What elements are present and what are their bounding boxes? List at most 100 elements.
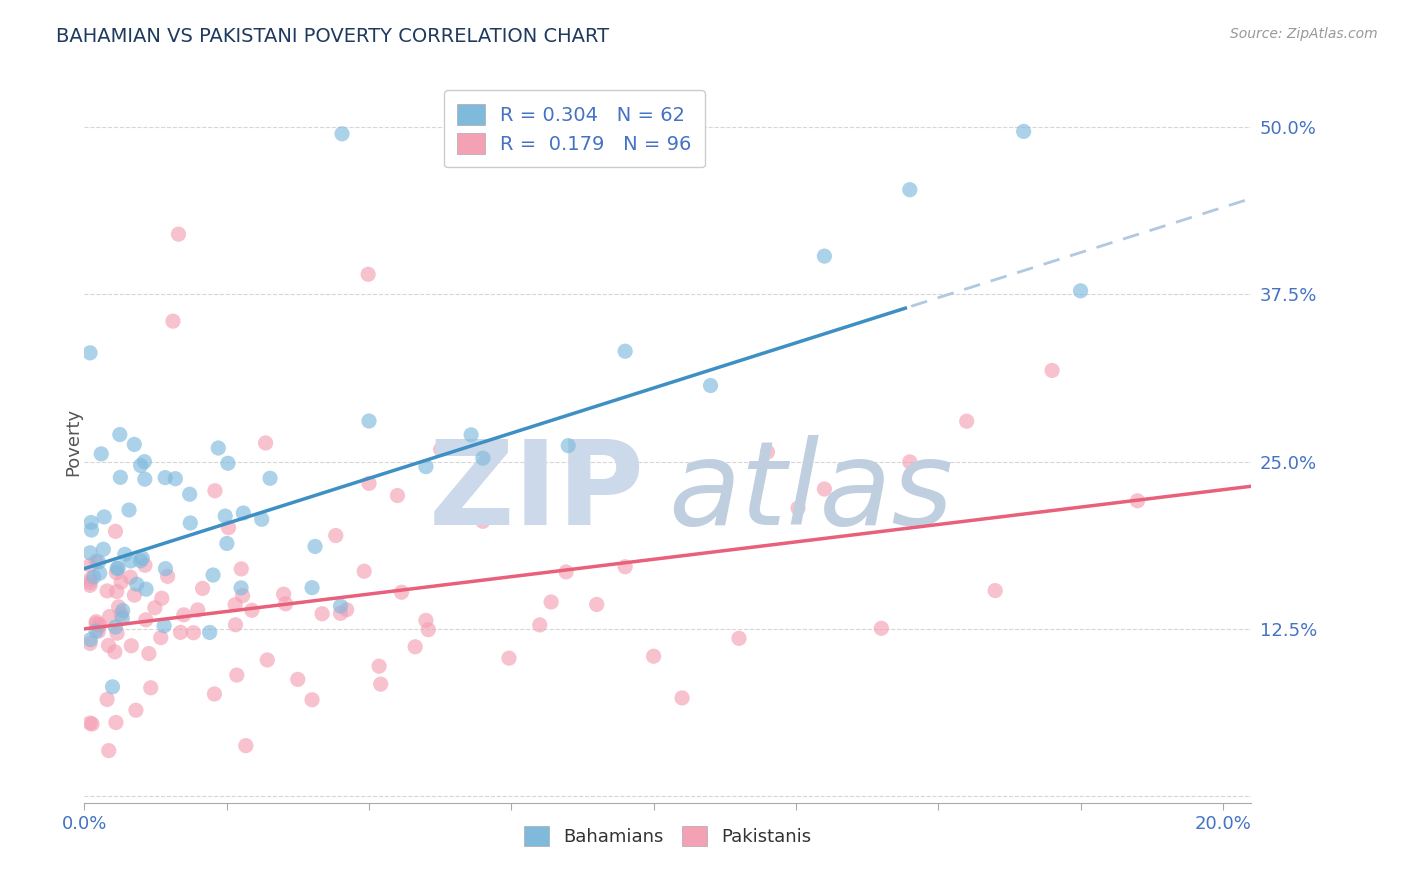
Point [187, 603, 209, 617]
Point [304, 540, 326, 554]
Point [240, 603, 263, 617]
Point [125, 703, 148, 717]
Legend: Bahamians, Pakistanis: Bahamians, Pakistanis [515, 817, 821, 855]
Point [79, 546, 101, 560]
Point [224, 617, 246, 632]
Point [90, 447, 112, 461]
Point [215, 536, 238, 550]
Point [110, 607, 132, 621]
Point [1070, 284, 1092, 298]
Point [111, 611, 134, 625]
Point [165, 472, 187, 486]
Point [79, 558, 101, 573]
Point [387, 489, 409, 503]
Point [259, 471, 281, 485]
Point [336, 603, 359, 617]
Point [143, 600, 166, 615]
Point [404, 640, 426, 654]
Point [79, 632, 101, 647]
Point [287, 673, 309, 687]
Point [104, 524, 127, 539]
Point [98, 609, 121, 624]
Point [111, 603, 134, 617]
Point [357, 268, 380, 282]
Text: BAHAMIAN VS PAKISTANI POVERTY CORRELATION CHART: BAHAMIAN VS PAKISTANI POVERTY CORRELATIO… [56, 27, 609, 45]
Point [557, 439, 579, 453]
Point [139, 681, 162, 695]
Point [118, 503, 141, 517]
Point [167, 227, 190, 242]
Point [471, 514, 494, 528]
Point [97, 744, 120, 758]
Point [84, 616, 107, 631]
Point [84, 615, 107, 629]
Point [162, 314, 184, 328]
Point [357, 414, 380, 428]
Point [699, 378, 721, 392]
Point [79, 716, 101, 731]
Point [256, 653, 278, 667]
Point [614, 344, 637, 359]
Point [471, 451, 494, 466]
Point [329, 599, 352, 613]
Point [120, 554, 142, 568]
Point [273, 587, 295, 601]
Point [110, 575, 132, 590]
Point [225, 668, 247, 682]
Point [110, 470, 132, 484]
Point [101, 680, 124, 694]
Point [131, 551, 153, 566]
Point [153, 619, 176, 633]
Point [104, 715, 127, 730]
Point [169, 625, 191, 640]
Point [105, 566, 128, 580]
Point [135, 613, 157, 627]
Point [129, 554, 152, 568]
Point [555, 565, 578, 579]
Point [529, 618, 551, 632]
Point [91, 542, 114, 557]
Point [217, 521, 239, 535]
Point [114, 547, 136, 561]
Point [179, 516, 201, 530]
Point [415, 614, 437, 628]
Point [107, 599, 129, 614]
Point [756, 445, 779, 459]
Point [156, 569, 179, 583]
Point [391, 585, 413, 599]
Point [898, 455, 921, 469]
Point [105, 626, 128, 640]
Point [231, 562, 253, 576]
Point [813, 482, 835, 496]
Point [104, 645, 127, 659]
Point [93, 509, 115, 524]
Point [79, 578, 101, 592]
Point [207, 441, 229, 455]
Point [183, 625, 205, 640]
Point [330, 127, 353, 141]
Point [204, 483, 226, 498]
Point [108, 427, 131, 442]
Point [870, 621, 893, 635]
Point [97, 639, 120, 653]
Point [1126, 493, 1149, 508]
Point [232, 506, 254, 520]
Point [120, 570, 142, 584]
Point [107, 561, 129, 575]
Point [135, 582, 157, 597]
Point [105, 561, 128, 575]
Point [179, 487, 201, 501]
Point [89, 617, 111, 632]
Point [129, 458, 152, 473]
Point [418, 623, 440, 637]
Point [301, 692, 323, 706]
Point [368, 659, 391, 673]
Point [80, 523, 103, 537]
Text: atlas: atlas [668, 435, 953, 549]
Point [813, 249, 835, 263]
Point [202, 568, 225, 582]
Point [155, 562, 177, 576]
Point [125, 577, 148, 591]
Point [728, 632, 751, 646]
Point [134, 455, 156, 469]
